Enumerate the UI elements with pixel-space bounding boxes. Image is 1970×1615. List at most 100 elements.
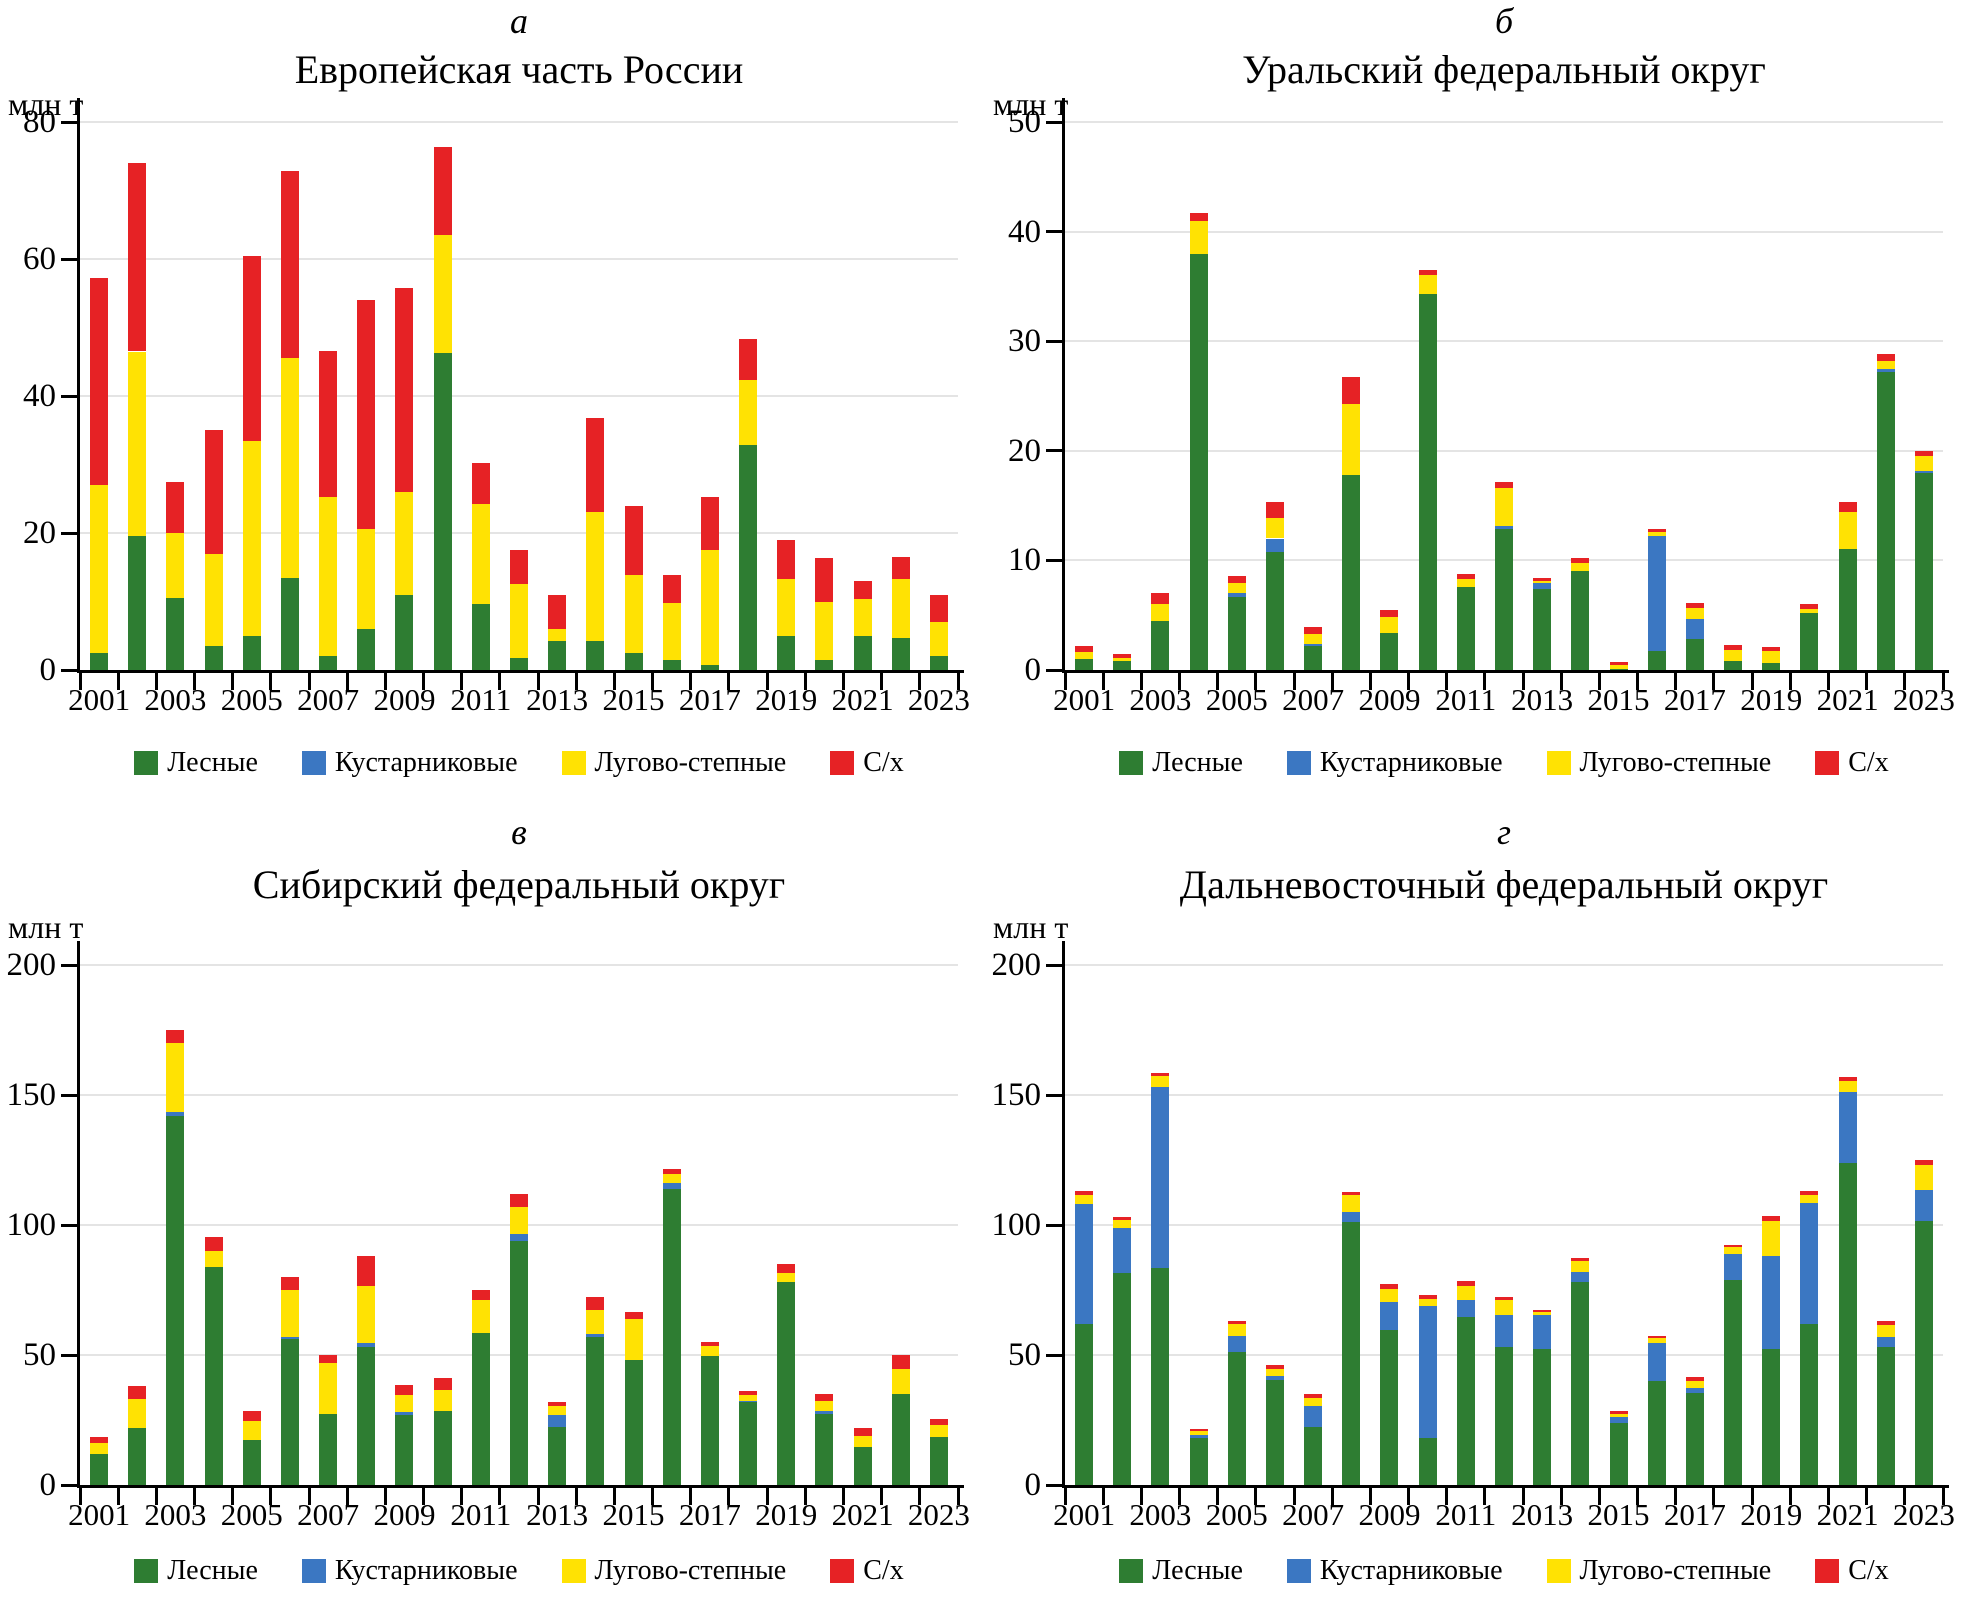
bar-segment [1227,593,1246,597]
bar-segment [1762,663,1781,670]
bar-segment [586,1296,605,1310]
bar-segment [700,1345,719,1357]
bar-segment [1456,579,1475,587]
panel-title: Дальневосточный федеральный округ [1179,862,1829,907]
bar-segment [929,622,948,657]
bar-segment [586,512,605,641]
y-axis-tick-label: 0 [1024,1467,1042,1503]
x-axis-tick-label: 2001 [1053,682,1116,717]
x-axis-tick [1521,1488,1525,1505]
bar-segment [510,550,528,585]
bar-segment [1304,643,1323,646]
y-axis-tick [61,257,77,261]
bar-segment [166,481,185,533]
bar-segment [1418,1295,1437,1300]
y-axis-tick [61,963,77,967]
bar-segment [280,1277,299,1290]
bar-segment [90,1453,109,1485]
bar-segment [319,1413,338,1485]
gridline [1065,964,1943,966]
bar-segment [1456,1280,1475,1287]
bar-segment [700,1342,719,1346]
x-axis-tick-label: 2015 [1587,1497,1650,1532]
x-axis-line [77,1485,964,1488]
bar-segment [1265,538,1284,552]
legend-label: С/х [1848,1555,1889,1586]
x-axis-tick [1597,1488,1601,1505]
x-axis-tick-label: 2003 [144,1497,207,1532]
bar-segment [891,578,910,638]
bar-segment [319,351,338,497]
bar-segment [586,1334,605,1337]
x-axis-tick [612,1488,616,1505]
bar-segment [815,1394,834,1401]
legend-label: С/х [863,747,904,778]
bar-segment [1571,1261,1590,1272]
legend-label: Кустарниковые [1319,1555,1503,1586]
legend-item: Кустарниковые [301,747,518,778]
x-axis-tick-label: 2013 [1511,1497,1574,1532]
bar-segment [1304,1394,1323,1398]
bar-segment [395,1414,414,1485]
x-axis-tick [1826,1488,1830,1505]
x-axis-tick-label: 2019 [755,682,818,717]
y-axis-tick-label: 0 [1024,652,1042,688]
bar-segment [90,485,109,653]
bar-segment [548,1405,567,1415]
bar-segment [319,1362,338,1414]
bar-segment [166,1115,185,1485]
bar-segment [739,1395,758,1401]
x-axis-tick-label: 2007 [1282,682,1345,717]
bar-segment [204,553,223,647]
gridline [1065,1094,1943,1096]
bar-segment [1609,1422,1628,1485]
bar-segment [1914,450,1933,457]
y-axis-tick-label: 50 [23,1337,56,1373]
bar-segment [1456,573,1475,580]
bar-segment [128,351,147,537]
y-axis-tick [61,531,77,535]
bar-segment [777,635,796,670]
bar-segment [853,635,872,670]
x-axis-tick-label: 2001 [68,1497,131,1532]
x-axis-tick [651,673,655,690]
bar-segment [548,594,567,629]
bar-segment [1495,488,1513,527]
bar-segment [891,1355,910,1370]
legend-label: Кустарниковые [334,747,518,778]
bar-segment [1647,1381,1666,1485]
bar-segment [166,598,185,670]
x-axis-tick-label: 2001 [68,682,131,717]
bar-segment [357,528,376,629]
bar-segment [586,417,605,513]
bar-segment [929,656,948,670]
panel-far-east: г Дальневосточный федеральный округ млн … [985,807,1970,1615]
y-axis-tick [1046,230,1062,234]
bar-segment [777,1264,796,1274]
x-axis-tick [116,1488,120,1505]
bar-segment [777,578,796,636]
legend-label: Лугово-степные [594,747,787,778]
legend-swatch-icon [134,1559,159,1583]
panel-title: Европейская часть России [294,47,744,92]
bar-segment [1724,1247,1743,1254]
y-axis-tick [1046,1223,1062,1227]
bar-segment [1151,1072,1170,1076]
bar-segment [1075,1204,1094,1324]
x-axis-tick [231,1488,235,1505]
x-axis-tick [460,1488,464,1505]
bar-segment [1800,1191,1819,1196]
bar-segment [395,1384,414,1396]
bar-segment [777,1273,796,1283]
y-axis-line [1062,98,1065,670]
legend: Лесные Кустарниковые Лугово-степные С/х [80,749,958,777]
bar-segment [433,1410,452,1485]
bar-segment [1647,651,1666,670]
legend-swatch-icon [134,751,159,775]
legend-swatch-icon [301,1559,326,1583]
legend-item: Лесные [1119,1557,1243,1585]
x-axis-tick-label: 2005 [1205,1497,1268,1532]
gridline [80,1094,958,1096]
legend-label: Лесные [167,747,258,778]
bar-segment [891,557,910,579]
